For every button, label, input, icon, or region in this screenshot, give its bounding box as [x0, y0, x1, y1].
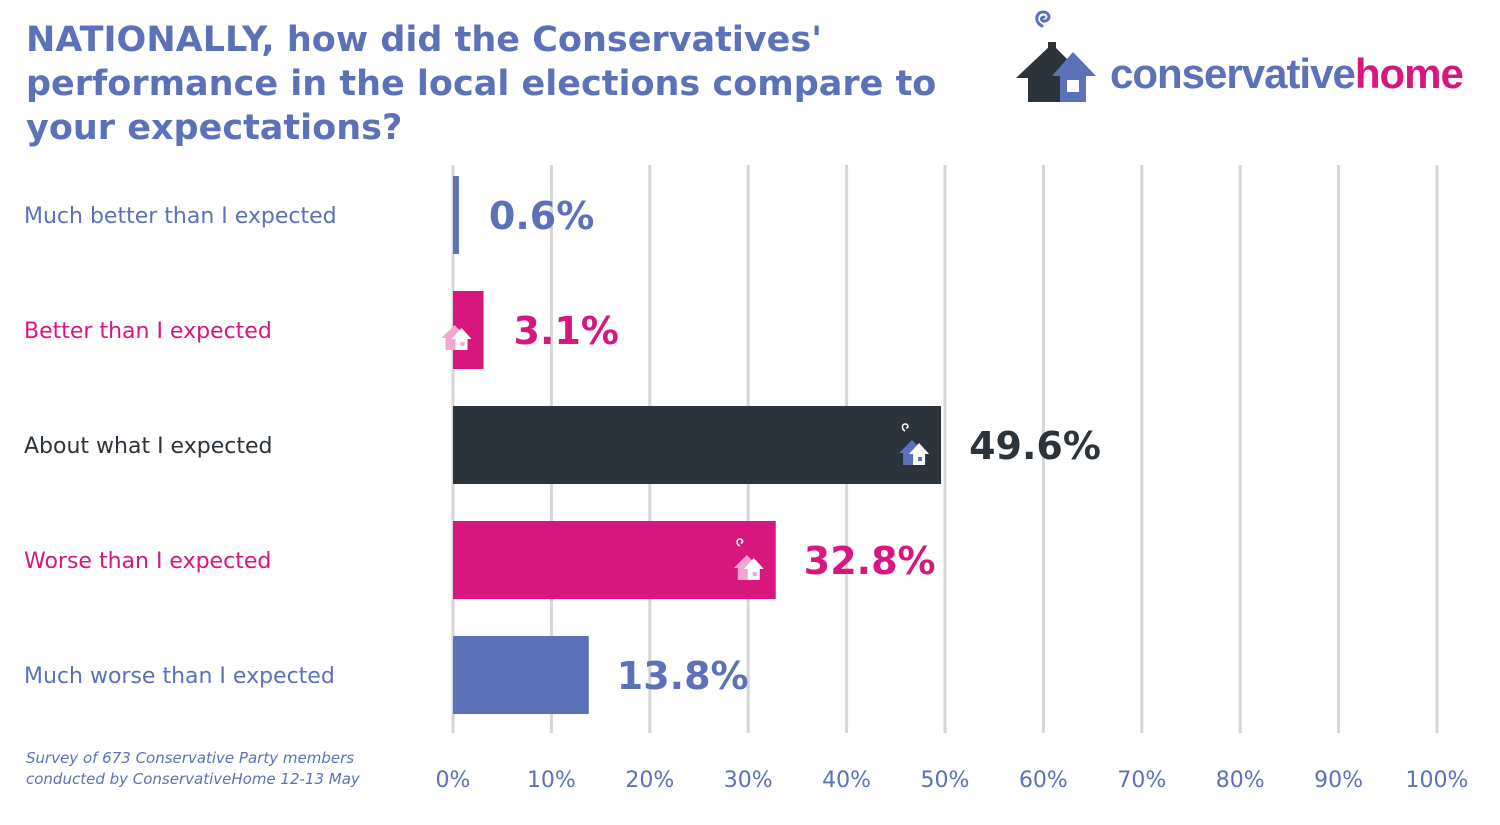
category-label: About what I expected — [24, 434, 272, 459]
category-label: Much worse than I expected — [24, 664, 335, 689]
value-label: 49.6% — [969, 424, 1101, 468]
value-label: 3.1% — [514, 309, 619, 353]
house-logo-icon — [1016, 10, 1096, 102]
category-label: Worse than I expected — [24, 549, 271, 574]
house-smoke — [901, 423, 909, 432]
source-line-2: conducted by ConservativeHome 12-13 May — [26, 770, 360, 788]
logo-wordmark: conservativehome — [1110, 50, 1464, 98]
x-tick-label: 80% — [1216, 768, 1265, 793]
house-window — [460, 342, 465, 346]
x-tick-label: 90% — [1314, 768, 1363, 793]
conservativehome-logo: conservativehome — [1012, 0, 1482, 110]
house-icon — [441, 308, 472, 350]
x-tick-label: 20% — [625, 768, 674, 793]
x-tick-label: 30% — [724, 768, 773, 793]
x-tick-label: 60% — [1019, 768, 1068, 793]
house-window — [918, 457, 923, 461]
logo-word-conservative: conservative — [1110, 50, 1356, 97]
bar — [453, 636, 589, 714]
house-front — [451, 328, 472, 350]
x-tick-label: 10% — [527, 768, 576, 793]
value-label: 13.8% — [617, 654, 749, 698]
logo-word-home: home — [1354, 50, 1464, 97]
source-line-1: Survey of 673 Conservative Party members — [26, 749, 355, 767]
house-front — [909, 443, 930, 465]
house-icon — [733, 538, 764, 580]
category-label: Much better than I expected — [24, 204, 337, 229]
chart-title: NATIONALLY, how did the Conservatives' p… — [26, 20, 937, 148]
bar — [453, 521, 776, 599]
house-smoke — [444, 308, 452, 317]
value-label: 32.8% — [804, 539, 936, 583]
source-note: Survey of 673 Conservative Party members… — [26, 748, 360, 790]
house-smoke — [736, 538, 744, 547]
house-window — [752, 572, 757, 576]
house-icon — [899, 423, 930, 465]
bar — [453, 406, 942, 484]
value-label: 0.6% — [489, 194, 594, 238]
category-label: Better than I expected — [24, 319, 272, 344]
x-tick-label: 0% — [436, 768, 471, 793]
x-tick-label: 70% — [1117, 768, 1166, 793]
bar — [453, 176, 459, 254]
x-tick-label: 40% — [822, 768, 871, 793]
house-front — [743, 558, 764, 580]
x-tick-label: 50% — [921, 768, 970, 793]
x-tick-label: 100% — [1406, 768, 1469, 793]
